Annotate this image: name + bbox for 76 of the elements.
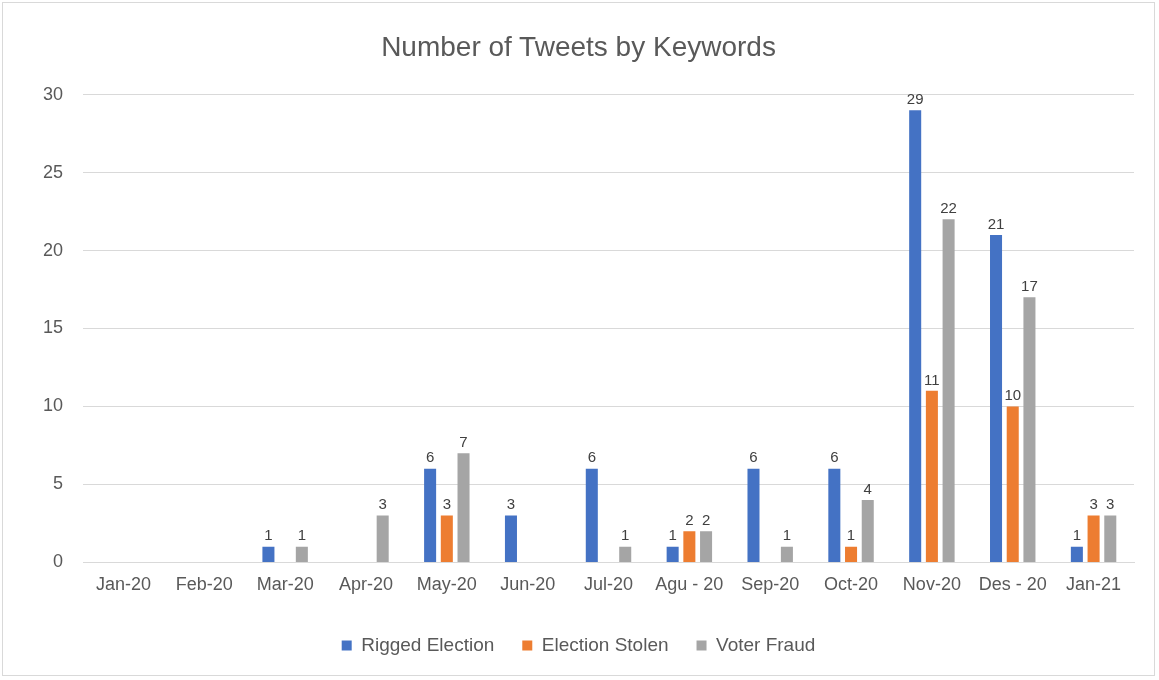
bar	[504, 515, 517, 562]
data-label: 6	[830, 448, 839, 466]
data-label: 2	[685, 510, 694, 528]
x-tick-label: May-20	[416, 574, 477, 595]
x-tick-label: Agu - 20	[655, 574, 724, 595]
x-tick-label: Nov-20	[902, 574, 961, 595]
bar	[1023, 297, 1036, 562]
data-label: 29	[906, 89, 924, 107]
data-label: 3	[378, 495, 387, 513]
x-tick-label: Mar-20	[256, 574, 314, 595]
data-label: 1	[621, 526, 630, 544]
x-tick-label: Apr-20	[338, 574, 393, 595]
bar	[1006, 406, 1019, 562]
chart-title: Number of Tweets by Keywords	[381, 30, 776, 62]
bar	[1070, 546, 1083, 562]
data-label: 17	[1021, 276, 1038, 294]
y-tick-label: 30	[42, 83, 64, 104]
x-tick-label: Jan-21	[1066, 574, 1122, 595]
bar	[585, 468, 598, 562]
x-tick-label: Jun-20	[500, 574, 556, 595]
x-tick-label: Jan-20	[95, 574, 151, 595]
data-label: 4	[863, 479, 872, 497]
data-label: 2	[701, 510, 711, 528]
legend-label: Rigged Election	[361, 633, 495, 655]
data-label: 22	[940, 198, 957, 216]
bar	[424, 468, 437, 562]
x-tick-label: Feb-20	[175, 574, 233, 595]
data-label: 1	[1072, 526, 1082, 544]
bar	[440, 515, 453, 562]
bar	[666, 546, 679, 562]
bar	[925, 390, 938, 562]
data-label: 6	[749, 448, 758, 466]
x-tick-label: Oct-20	[824, 574, 879, 595]
data-label: 1	[668, 526, 677, 544]
bar	[619, 546, 632, 562]
bar	[457, 453, 470, 562]
data-label: 7	[459, 432, 468, 450]
data-label: 3	[1089, 495, 1098, 513]
data-label: 1	[297, 526, 307, 544]
data-label: 1	[782, 526, 792, 544]
y-tick-label: 20	[42, 239, 64, 260]
bar	[780, 546, 793, 562]
y-tick-label: 5	[53, 473, 64, 494]
bar	[828, 468, 841, 562]
bar	[861, 500, 874, 562]
data-label: 3	[506, 495, 516, 513]
x-tick-label: Des - 20	[978, 574, 1047, 595]
x-tick-label: Jul-20	[584, 574, 634, 595]
bar	[990, 234, 1003, 562]
data-label: 6	[587, 448, 596, 466]
bar	[683, 531, 696, 562]
data-label: 6	[425, 448, 435, 466]
bar	[262, 546, 275, 562]
data-label: 3	[442, 495, 451, 513]
bar	[845, 546, 858, 562]
bar	[295, 546, 308, 562]
bar	[700, 531, 713, 562]
data-label: 1	[264, 526, 273, 544]
legend-label: Election Stolen	[541, 633, 669, 655]
data-label: 1	[846, 526, 856, 544]
bar	[1104, 515, 1117, 562]
data-label: 3	[1106, 495, 1115, 513]
data-label: 10	[1004, 386, 1022, 404]
y-tick-label: 10	[42, 395, 64, 416]
y-tick-label: 15	[42, 317, 64, 338]
x-tick-label: Sep-20	[741, 574, 800, 595]
bar	[747, 468, 760, 562]
bar	[1087, 515, 1100, 562]
bar	[376, 515, 389, 562]
y-tick-label: 0	[53, 551, 64, 572]
data-label: 21	[987, 214, 1005, 232]
legend-label: Voter Fraud	[716, 633, 816, 655]
y-tick-label: 25	[42, 161, 64, 182]
data-label: 11	[924, 370, 940, 388]
bar	[909, 110, 922, 562]
bar	[942, 219, 955, 562]
